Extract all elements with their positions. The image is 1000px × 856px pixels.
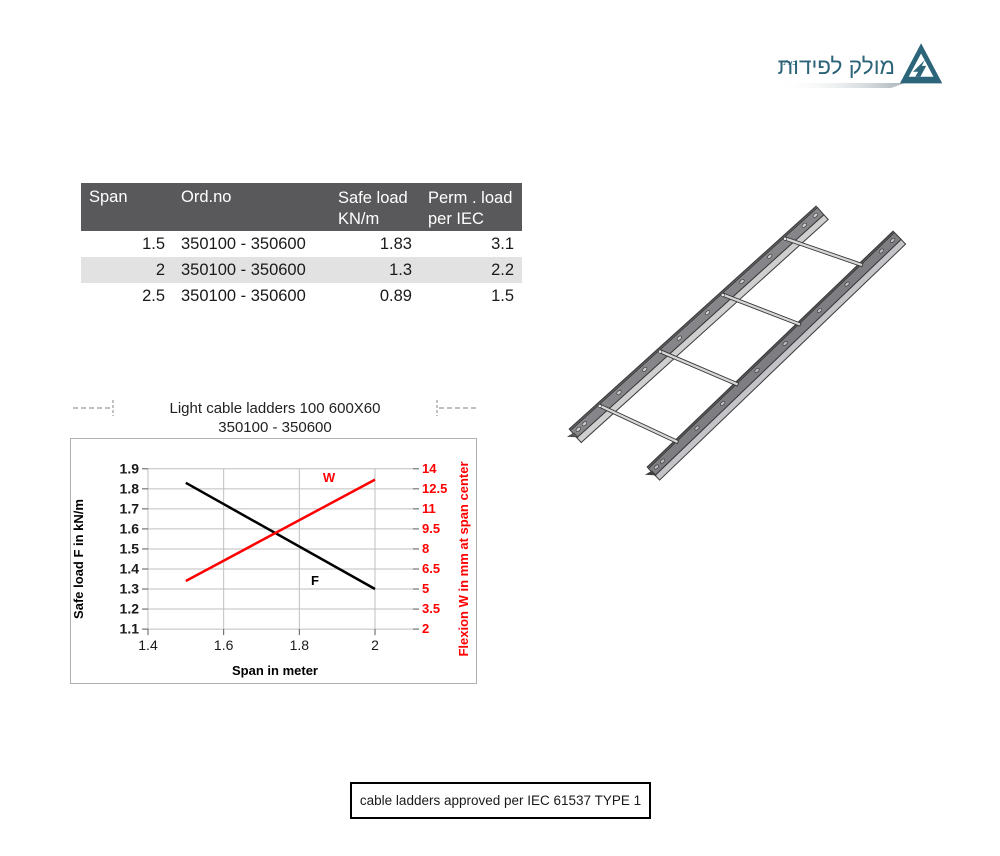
svg-text:F: F [311,573,319,588]
svg-text:1.9: 1.9 [120,461,140,477]
svg-text:1.3: 1.3 [120,581,140,597]
svg-text:Flexion W in mm at span center: Flexion W in mm at span center [456,461,471,656]
svg-text:1.4: 1.4 [120,561,140,577]
svg-text:8: 8 [422,541,429,556]
svg-text:6.5: 6.5 [422,561,440,576]
svg-text:בע"מ: בע"מ [781,60,796,67]
svg-text:1.6: 1.6 [120,521,140,537]
svg-text:1.2: 1.2 [120,601,140,617]
svg-text:2: 2 [371,637,379,653]
svg-text:1.8: 1.8 [120,481,140,497]
svg-text:12.5: 12.5 [422,481,447,496]
svg-text:14: 14 [422,461,437,476]
svg-text:Span in meter: Span in meter [232,663,318,678]
svg-text:3.5: 3.5 [422,601,440,616]
svg-text:5: 5 [422,581,429,596]
svg-text:1.4: 1.4 [138,637,158,653]
svg-text:1.6: 1.6 [214,637,234,653]
svg-text:2: 2 [422,621,429,636]
svg-text:W: W [323,470,336,485]
svg-text:1.5: 1.5 [120,541,140,557]
svg-text:Safe load F in kN/m: Safe load F in kN/m [71,499,86,619]
svg-text:9.5: 9.5 [422,521,440,536]
svg-text:1.8: 1.8 [290,637,310,653]
svg-text:1.1: 1.1 [120,621,140,637]
svg-text:1.7: 1.7 [120,501,140,517]
svg-text:11: 11 [422,501,436,516]
